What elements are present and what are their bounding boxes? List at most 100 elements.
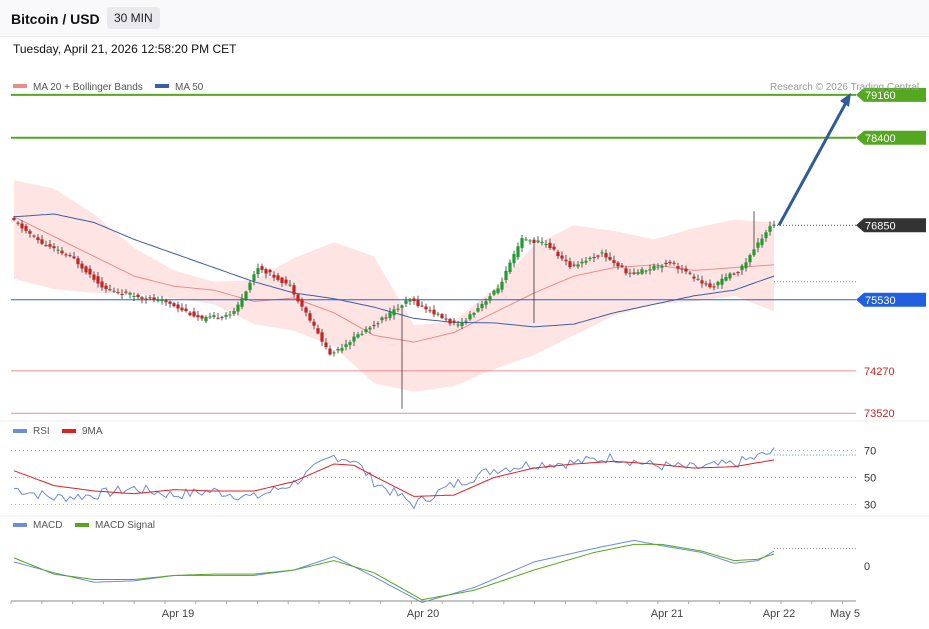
bullish-candle <box>368 327 372 330</box>
bearish-candle <box>560 255 564 259</box>
bearish-candle <box>412 298 416 302</box>
bearish-candle <box>16 222 20 224</box>
bullish-candle <box>332 352 336 354</box>
macd-signal-line <box>13 543 775 601</box>
bearish-candle <box>60 250 64 254</box>
bullish-candle <box>256 268 260 275</box>
bullish-candle <box>656 266 660 268</box>
bearish-candle <box>68 255 72 257</box>
bullish-candle <box>208 316 212 318</box>
rsi-tick-label: 50 <box>864 473 876 485</box>
bearish-candle <box>592 257 596 259</box>
x-axis-label: Apr 19 <box>162 608 194 620</box>
bearish-candle <box>188 312 192 316</box>
bullish-candle <box>484 301 488 305</box>
bearish-candle <box>692 276 696 279</box>
bearish-candle <box>620 265 624 267</box>
bullish-candle <box>460 322 464 327</box>
bearish-candle <box>736 272 740 274</box>
bearish-candle <box>120 293 124 295</box>
bearish-candle <box>304 307 308 313</box>
bearish-candle <box>28 231 32 234</box>
bearish-candle <box>676 266 680 269</box>
rsi-tick-label: 70 <box>864 446 876 458</box>
bullish-candle <box>728 273 732 279</box>
x-axis-label: May 5 <box>830 608 860 620</box>
copyright-text: Research © 2026 Trading Central <box>770 82 919 93</box>
bearish-candle <box>176 304 180 309</box>
bearish-candle <box>52 246 56 249</box>
bullish-candle <box>392 309 396 316</box>
bearish-candle <box>220 316 224 318</box>
target-arrow-head <box>840 92 851 107</box>
bullish-candle <box>744 262 748 269</box>
last-price-tag <box>856 218 926 233</box>
bullish-candle <box>112 290 116 292</box>
bearish-candle <box>548 242 552 249</box>
bearish-candle <box>192 311 196 317</box>
bullish-candle <box>132 296 136 298</box>
bearish-candle <box>308 313 312 321</box>
bullish-candle <box>336 349 340 351</box>
bearish-candle <box>556 251 560 257</box>
bullish-candle <box>508 262 512 273</box>
ma20-line <box>13 216 775 343</box>
resistance-label: 79160 <box>865 90 896 102</box>
rsi-panel: 70 50 30 RSI 9MA <box>11 426 876 512</box>
bearish-candle <box>668 261 672 264</box>
bullish-candle <box>652 265 656 270</box>
bullish-candle <box>160 299 164 302</box>
bearish-candle <box>80 263 84 269</box>
bullish-candle <box>252 274 256 281</box>
target-arrow-line <box>777 100 849 226</box>
bullish-candle <box>772 224 776 226</box>
bearish-candle <box>144 298 148 300</box>
legend-label: MACD Signal <box>95 520 155 531</box>
bearish-candle <box>180 307 184 311</box>
bearish-candle <box>72 256 76 259</box>
bullish-candle <box>472 312 476 315</box>
bearish-candle <box>680 268 684 270</box>
instrument-title: Bitcoin / USD <box>11 11 100 27</box>
bearish-candle <box>280 277 284 283</box>
bearish-candle <box>88 268 92 275</box>
bearish-candle <box>704 283 708 285</box>
bearish-candle <box>104 285 108 290</box>
bullish-candle <box>468 314 472 320</box>
x-axis: Apr 19 Apr 20 Apr 21 Apr 22 May 5 <box>10 600 860 620</box>
bullish-candle <box>724 276 728 281</box>
bearish-candle <box>12 217 16 221</box>
bearish-candle <box>624 268 628 274</box>
bearish-candle <box>40 239 44 244</box>
bearish-candle <box>684 268 688 272</box>
macd-panel: 0 MACD MACD Signal <box>13 520 870 604</box>
bullish-candle <box>640 269 644 274</box>
bearish-candle <box>616 262 620 267</box>
bullish-candle <box>748 255 752 263</box>
bullish-candle <box>376 323 380 325</box>
legend-swatch <box>62 429 76 433</box>
bullish-candle <box>488 296 492 301</box>
bearish-candle <box>712 286 716 288</box>
bullish-candle <box>528 240 532 242</box>
bearish-candle <box>44 245 48 247</box>
bullish-candle <box>364 329 368 333</box>
bullish-candle <box>56 249 60 251</box>
bullish-candle <box>764 232 768 239</box>
timeframe-button[interactable]: 30 MIN <box>107 7 160 29</box>
bearish-candle <box>172 303 176 307</box>
x-axis-label: Apr 20 <box>407 608 439 620</box>
bullish-candle <box>720 278 724 285</box>
bearish-candle <box>36 237 40 241</box>
bullish-candle <box>228 314 232 316</box>
bullish-candle <box>380 317 384 321</box>
bearish-candle <box>100 281 104 288</box>
bullish-candle <box>600 252 604 254</box>
bullish-candle <box>464 320 468 322</box>
bearish-candle <box>124 291 128 293</box>
bearish-candle <box>216 317 220 319</box>
bearish-candle <box>632 272 636 274</box>
x-axis-label: Apr 21 <box>651 608 683 620</box>
price-panel: 79160 78400 76850 75530 74270 73520 Research ©… <box>11 82 926 420</box>
support-label: 74270 <box>864 366 895 378</box>
